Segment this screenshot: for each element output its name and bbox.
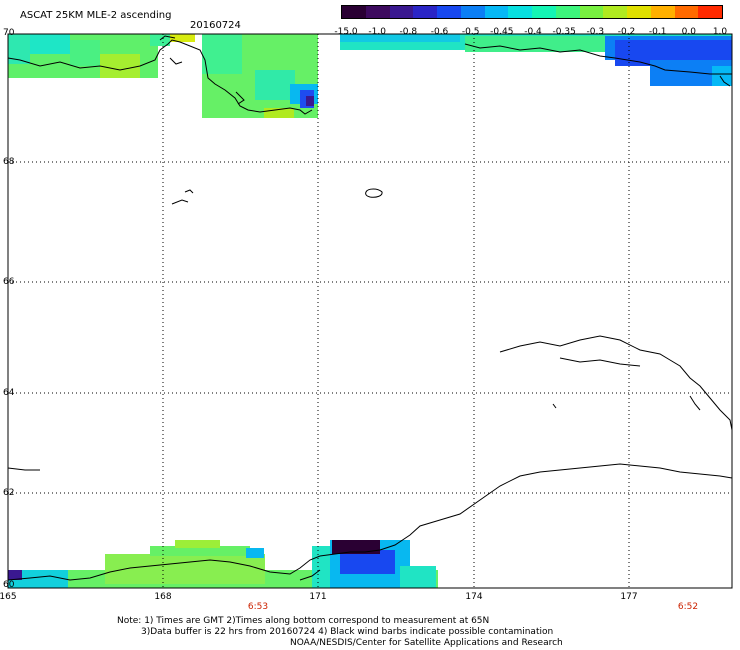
color-scale-swatch xyxy=(579,6,604,18)
color-scale-tick-label: 0.0 xyxy=(681,27,696,37)
color-scale-swatch xyxy=(555,6,580,18)
grid-lines xyxy=(8,34,732,588)
lat-label-62: 62 xyxy=(3,488,15,498)
lat-label-60: 60 xyxy=(3,580,15,590)
color-scale-tick-label: -1.0 xyxy=(368,27,386,37)
color-scale-bar xyxy=(341,5,723,19)
color-scale-tick-label: -0.1 xyxy=(648,27,667,37)
lat-label-68: 68 xyxy=(3,157,15,167)
color-scale-tick-label: -0.6 xyxy=(430,27,449,37)
color-scale-swatch xyxy=(508,6,532,18)
color-scale-swatch xyxy=(532,6,556,18)
color-scale-swatch xyxy=(484,6,509,18)
data-swath-top-mid xyxy=(202,34,318,118)
lat-label-64: 64 xyxy=(3,388,15,398)
color-scale-tick-label: -0.3 xyxy=(586,27,605,37)
color-scale-tick-label: -0.8 xyxy=(399,27,418,37)
pass-time-label-1: 6:53 xyxy=(247,602,269,612)
coastlines xyxy=(7,35,733,581)
lat-label-66: 66 xyxy=(3,277,15,287)
lon-label-165: 165 xyxy=(0,592,17,602)
color-scale-tick-label: -0.35 xyxy=(552,27,576,37)
color-scale-tick-label: -0.4 xyxy=(524,27,542,37)
color-scale-swatch xyxy=(342,6,366,18)
data-swath-top-left xyxy=(8,34,195,78)
color-scale-swatch xyxy=(365,6,390,18)
color-scale-tick-label: -0.2 xyxy=(617,27,636,37)
color-scale-swatch xyxy=(650,6,675,18)
plot-frame xyxy=(7,33,733,589)
color-scale-swatch xyxy=(437,6,461,18)
lon-label-171: 171 xyxy=(309,592,327,602)
color-scale-swatch xyxy=(627,6,651,18)
color-scale-swatch xyxy=(413,6,437,18)
lon-label-168: 168 xyxy=(154,592,172,602)
color-scale-tick-label: -0.45 xyxy=(490,27,514,37)
color-scale-swatch xyxy=(603,6,627,18)
data-swath-top-right xyxy=(340,34,732,86)
lon-label-174: 174 xyxy=(465,592,483,602)
lat-label-70: 70 xyxy=(3,28,15,38)
footer-note-2: 3)Data buffer is 22 hrs from 20160724 4)… xyxy=(141,627,554,637)
lon-label-177: 177 xyxy=(620,592,638,602)
map-date: 20160724 xyxy=(190,20,241,31)
color-scale-labels: -15.0 -1.0 -0.8 -0.6 -0.5 -0.45 -0.4 -0.35 -0.3 -… xyxy=(330,27,730,39)
pass-time-label-2: 6:52 xyxy=(677,602,699,612)
color-scale-swatch xyxy=(460,6,485,18)
color-scale-swatch xyxy=(389,6,414,18)
footer-credit: NOAA/NESDIS/Center for Satellite Applica… xyxy=(290,638,563,648)
map-title: ASCAT 25KM MLE-2 ascending xyxy=(20,10,172,21)
color-scale-swatch xyxy=(698,6,722,18)
data-swath-bottom-left xyxy=(8,540,438,588)
color-scale-tick-label: -0.5 xyxy=(461,27,480,37)
color-scale-tick-label: 1.0 xyxy=(712,27,728,37)
footer-note-1: Note: 1) Times are GMT 2)Times along bot… xyxy=(117,616,490,626)
color-scale-tick-label: -15.0 xyxy=(334,27,358,37)
color-scale-swatch xyxy=(674,6,699,18)
